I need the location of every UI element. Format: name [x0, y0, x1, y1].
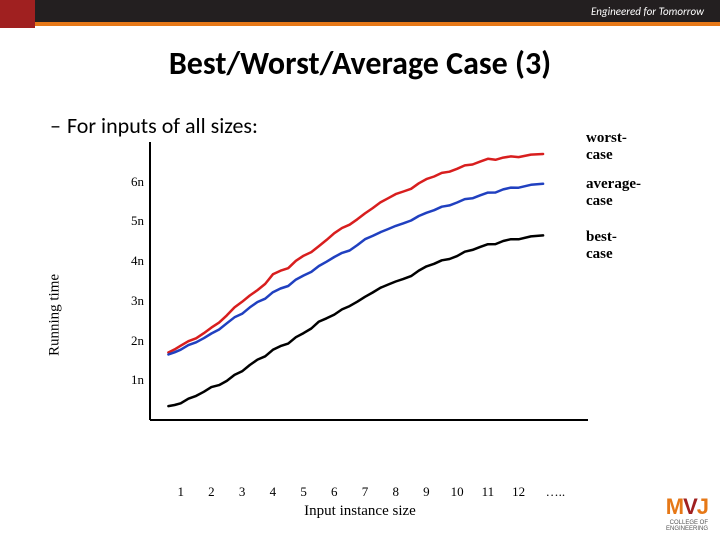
xtick: 2: [208, 484, 215, 500]
series-label-worst-case: worst-case: [586, 130, 630, 164]
logo-sub2: ENGINEERING: [666, 526, 708, 532]
xtick: 9: [423, 484, 430, 500]
xtick: 10: [451, 484, 464, 500]
logo: MVJ COLLEGE OF ENGINEERING: [666, 494, 708, 532]
xtick: 8: [392, 484, 399, 500]
subtitle-dash: –: [50, 112, 61, 139]
xtick: 3: [239, 484, 246, 500]
ytick: 3n: [114, 293, 144, 309]
slide-title: Best/Worst/Average Case (3): [0, 44, 720, 83]
x-axis-label: Input instance size: [304, 503, 416, 520]
series-label-average-case: average-case: [586, 176, 641, 210]
ytick: 2n: [114, 333, 144, 349]
banner-bar: Engineered for Tomorrow: [35, 0, 720, 22]
banner-accent-block: [0, 0, 35, 28]
xtick: 11: [482, 484, 495, 500]
series-average-case: [168, 184, 543, 355]
chart: Running time Input instance size 1n2n3n4…: [90, 150, 630, 480]
xtick: 12: [512, 484, 525, 500]
y-axis-label: Running time: [47, 274, 64, 356]
ytick: 1n: [114, 372, 144, 388]
xtick: 4: [270, 484, 277, 500]
banner-underline: [35, 22, 720, 26]
series-worst-case: [168, 154, 543, 353]
subtitle-text: For inputs of all sizes:: [67, 112, 258, 139]
ytick: 4n: [114, 253, 144, 269]
banner-tagline: Engineered for Tomorrow: [591, 5, 704, 18]
xtick: …..: [546, 484, 566, 500]
xtick: 1: [177, 484, 184, 500]
chart-svg: [90, 150, 630, 480]
xtick: 5: [300, 484, 307, 500]
slide-subtitle: –For inputs of all sizes:: [50, 112, 258, 139]
series-label-best-case: best-case: [586, 229, 630, 263]
xtick: 7: [362, 484, 369, 500]
ytick: 5n: [114, 213, 144, 229]
logo-text: MVJ: [666, 494, 708, 519]
ytick: 6n: [114, 174, 144, 190]
xtick: 6: [331, 484, 338, 500]
series-best-case: [168, 235, 543, 406]
